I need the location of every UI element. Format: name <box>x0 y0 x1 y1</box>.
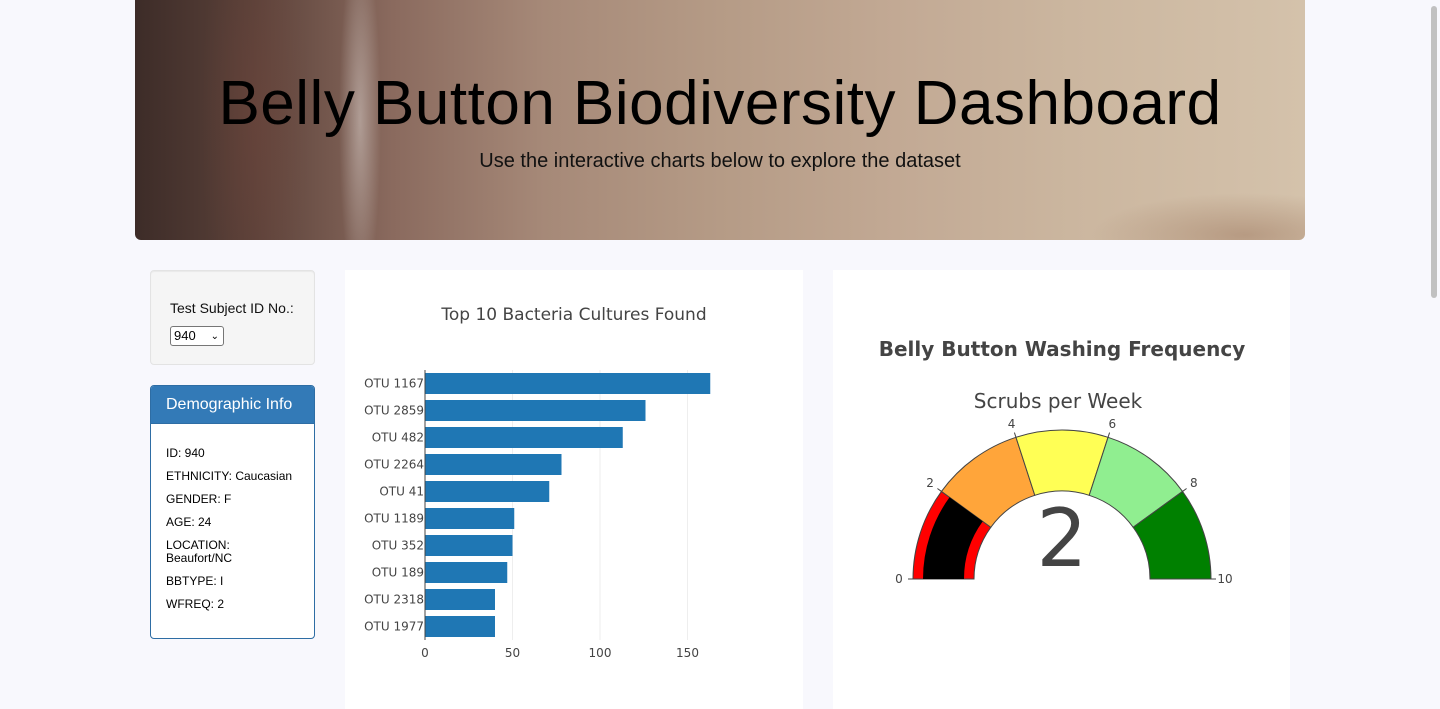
bar-chart-bar <box>425 535 513 556</box>
bar-chart-category-label: OTU 1189 <box>364 512 424 526</box>
bar-chart-xtick-label: 100 <box>589 646 612 660</box>
gauge-tick-label: 4 <box>1008 417 1016 431</box>
bar-chart-category-label: OTU 1977 <box>364 620 424 634</box>
bar-chart[interactable]: Top 10 Bacteria Cultures Found 0 50 100 150 O… <box>345 270 803 709</box>
bar-chart-category-label: OTU 2859 <box>364 404 424 418</box>
gauge-tick-mark <box>1013 432 1017 438</box>
demographic-gender: GENDER: F <box>166 492 232 506</box>
gauge-chart-title: Belly Button Washing Frequency <box>879 337 1245 361</box>
demographic-wfreq: WFREQ: 2 <box>166 597 225 611</box>
demographic-panel: Demographic Info ID: 940 ETHNICITY: Cauc… <box>150 385 315 639</box>
gauge-tick-label: 8 <box>1190 476 1198 490</box>
bar-chart-bar <box>425 616 495 637</box>
gauge-tick-label: 0 <box>895 572 903 586</box>
gauge-tick-mark <box>1182 488 1187 492</box>
header-banner: Belly Button Biodiversity Dashboard Use … <box>135 0 1305 240</box>
bar-chart-title: Top 10 Bacteria Cultures Found <box>440 305 706 325</box>
gauge-chart-card: Belly Button Washing Frequency Scrubs per… <box>833 270 1290 709</box>
demographic-panel-heading: Demographic Info <box>151 386 314 424</box>
bar-chart-xtick-label: 50 <box>505 646 520 660</box>
gauge-chart[interactable]: Belly Button Washing Frequency Scrubs per… <box>833 270 1290 709</box>
page-title: Belly Button Biodiversity Dashboard <box>218 69 1222 138</box>
gauge-tick-label: 10 <box>1217 572 1232 586</box>
gauge-chart-subtitle: Scrubs per Week <box>974 389 1143 413</box>
subject-id-value: 940 <box>174 328 196 343</box>
gauge-tick-label: 6 <box>1109 417 1117 431</box>
bar-chart-bar <box>425 481 550 502</box>
bar-chart-category-label: OTU 189 <box>372 566 424 580</box>
demographic-location: LOCATION: Beaufort/NC <box>166 538 233 565</box>
bar-chart-category-label: OTU 352 <box>372 539 424 553</box>
bar-chart-bar <box>425 562 508 583</box>
gauge-value-bar <box>923 497 983 579</box>
demographic-age: AGE: 24 <box>166 515 212 529</box>
gauge-tick-mark <box>937 488 942 492</box>
demographic-id: ID: 940 <box>166 446 205 460</box>
bar-chart-bar <box>425 454 562 475</box>
gauge-value-label: 2 <box>1037 492 1088 585</box>
bar-chart-category-label: OTU 2318 <box>364 593 424 607</box>
bar-chart-bar <box>425 508 515 529</box>
page-subtitle: Use the interactive charts below to expl… <box>479 150 961 172</box>
chevron-down-icon: ⌄ <box>210 331 219 342</box>
bar-chart-category-label: OTU 1167 <box>364 377 424 391</box>
subject-selector-label: Test Subject ID No.: <box>170 300 294 316</box>
demographic-bbtype: BBTYPE: I <box>166 574 224 588</box>
subject-selector-well: Test Subject ID No.: 940 ⌄ <box>150 270 315 365</box>
demographic-ethnicity: ETHNICITY: Caucasian <box>166 469 293 483</box>
gauge-tick-label: 2 <box>926 476 934 490</box>
bar-chart-xtick-label: 150 <box>676 646 699 660</box>
subject-id-select[interactable]: 940 ⌄ <box>170 326 224 346</box>
bar-chart-xtick-label: 0 <box>421 646 429 660</box>
page-scrollbar[interactable] <box>1431 6 1437 298</box>
bar-chart-category-label: OTU 41 <box>379 485 424 499</box>
bar-chart-bar <box>425 589 495 610</box>
bar-chart-category-label: OTU 482 <box>372 431 424 445</box>
bar-chart-card: Top 10 Bacteria Cultures Found 0 50 100 150 O… <box>345 270 803 709</box>
demographic-panel-body: ID: 940 ETHNICITY: Caucasian GENDER: F A… <box>151 424 314 611</box>
bar-chart-bar <box>425 427 623 448</box>
bar-chart-bar <box>425 400 646 421</box>
bar-chart-bar <box>425 373 711 394</box>
gauge-tick-mark <box>1107 432 1111 438</box>
bar-chart-category-label: OTU 2264 <box>364 458 424 472</box>
